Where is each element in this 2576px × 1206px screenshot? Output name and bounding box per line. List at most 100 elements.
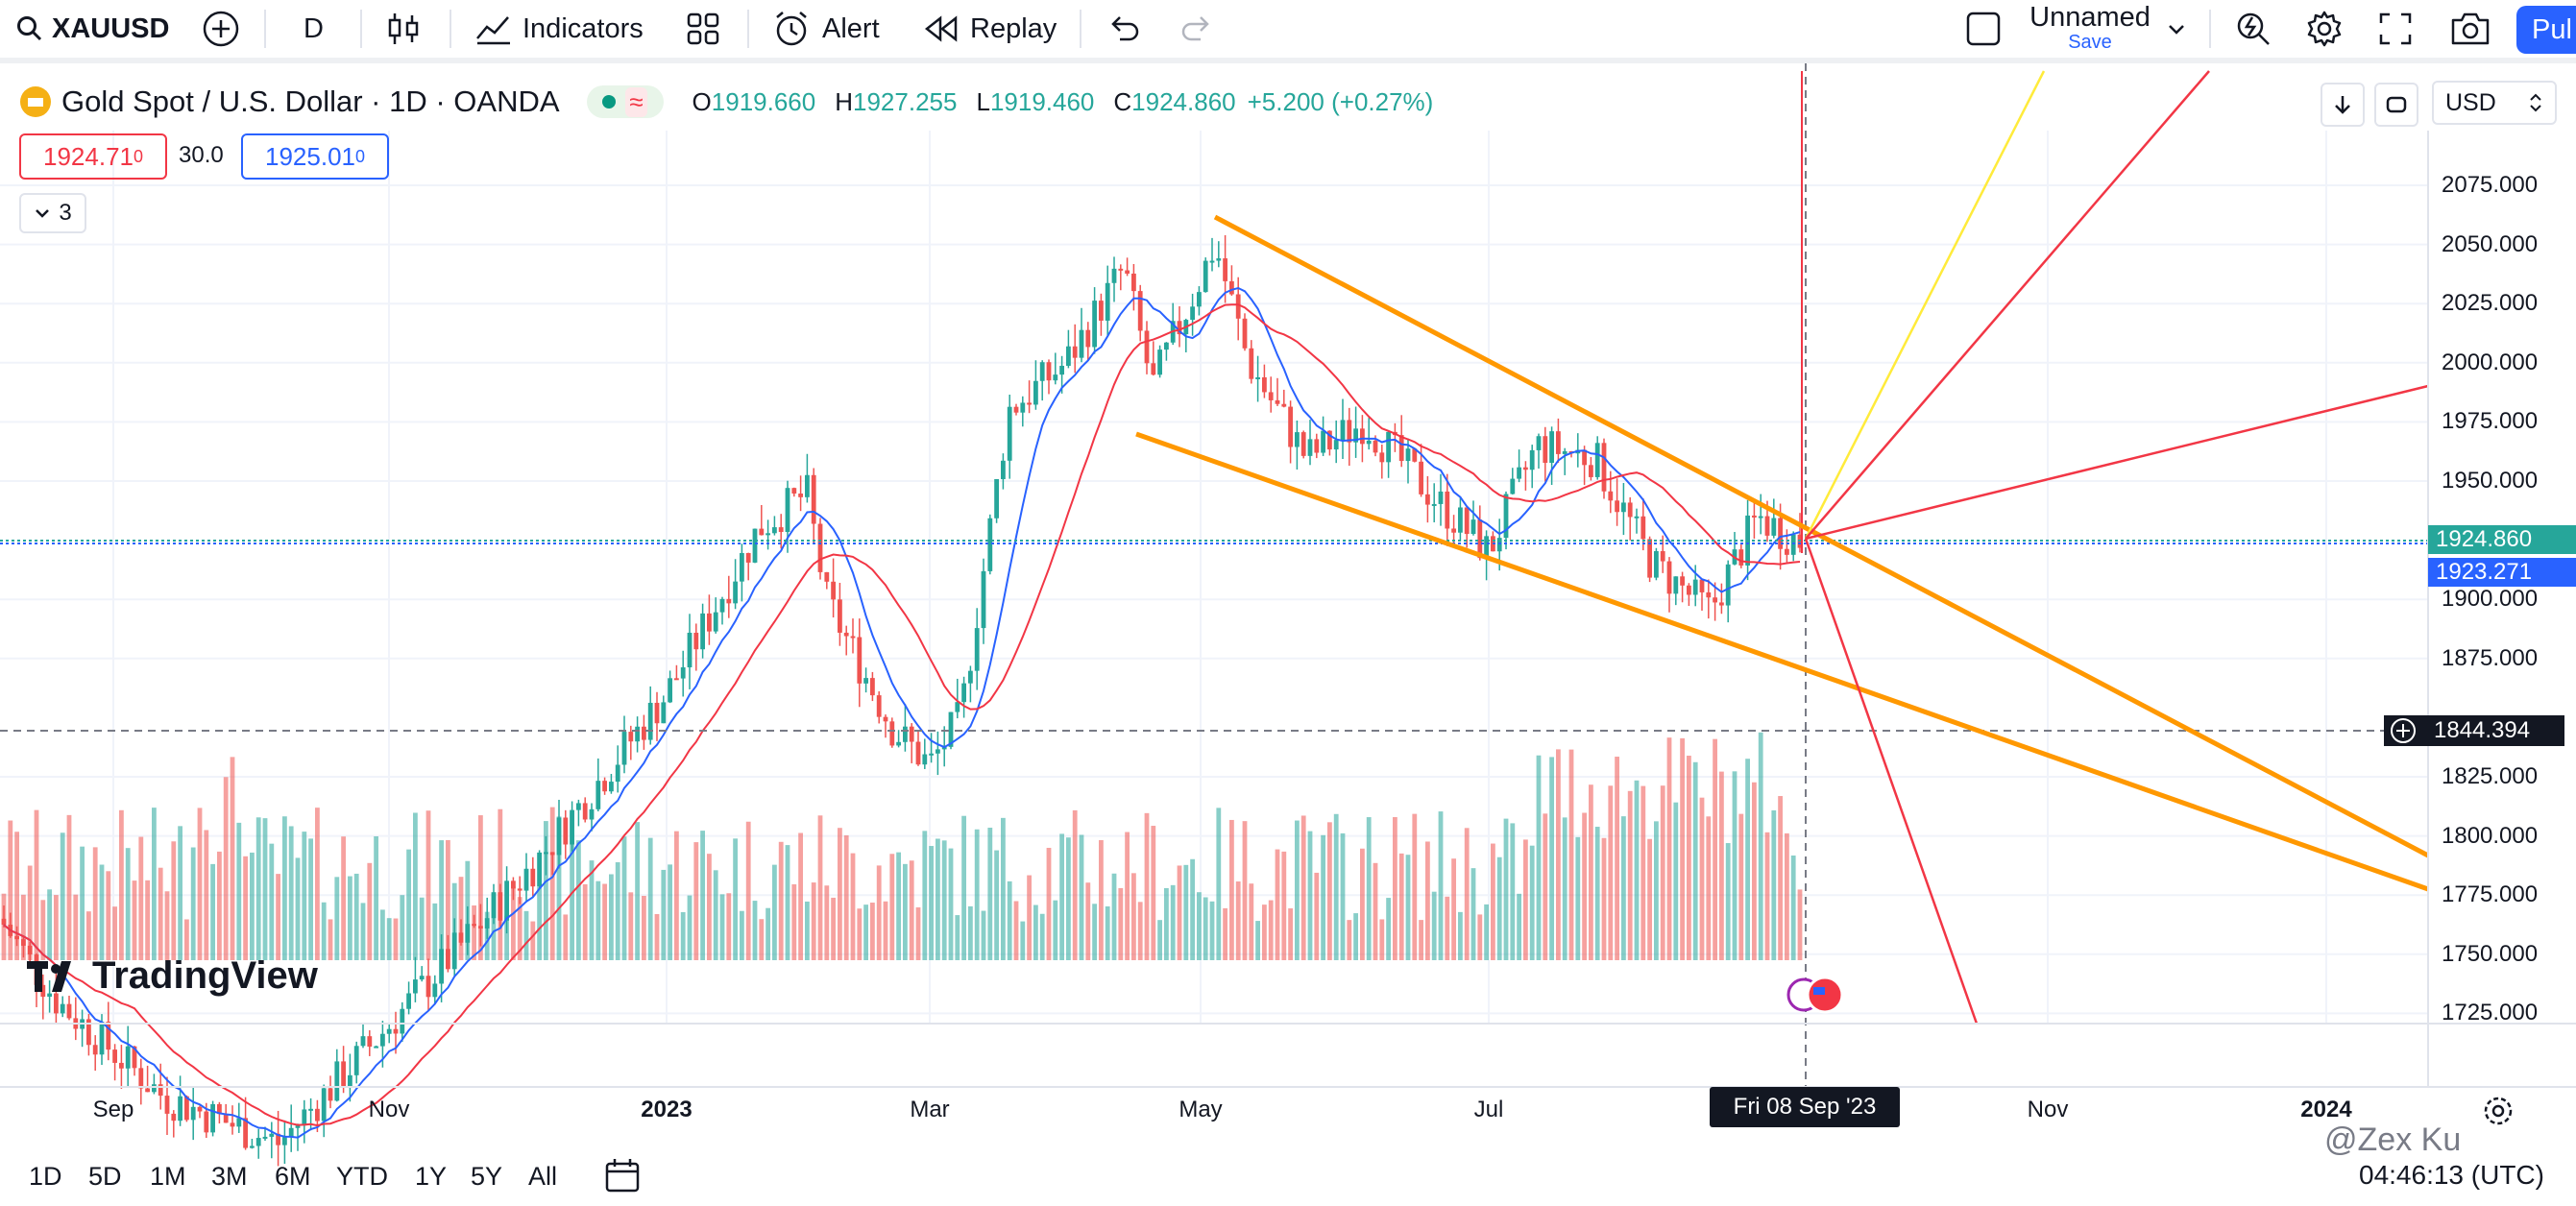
candle-body	[152, 1084, 157, 1093]
volume-bar	[158, 867, 163, 960]
candle-body	[47, 993, 52, 998]
candle-body	[92, 1045, 98, 1055]
ohlc-low: L1919.460	[976, 86, 1095, 116]
volume-bar	[1523, 839, 1528, 960]
volume-bar	[556, 816, 562, 960]
candle-body	[1164, 342, 1169, 350]
candle-body	[1654, 550, 1659, 578]
candle-body	[740, 552, 744, 582]
candle-body	[948, 712, 954, 747]
volume-bar	[1092, 904, 1097, 960]
volume-bar	[726, 893, 732, 960]
range-button-5d[interactable]: 5D	[88, 1162, 122, 1191]
volume-bar	[1059, 833, 1064, 960]
volume-bar	[1425, 841, 1430, 960]
candle-body	[1529, 449, 1535, 470]
candle-body	[1059, 365, 1064, 375]
volume-bar	[204, 830, 209, 960]
layout-checkbox[interactable]	[1965, 0, 2002, 58]
volume-bar	[1066, 837, 1071, 960]
price-tick-label: 1725.000	[2442, 1000, 2539, 1026]
volume-bar	[1647, 838, 1652, 960]
candle-body	[1405, 448, 1411, 462]
interval-button[interactable]: D	[304, 0, 324, 58]
volume-bar	[1431, 891, 1437, 960]
range-button-6m[interactable]: 6M	[275, 1162, 311, 1191]
candle-body	[1496, 538, 1502, 552]
candle-body	[458, 932, 464, 943]
volume-bar	[1007, 880, 1012, 960]
candle-body	[517, 888, 522, 891]
plus-circle-icon	[2391, 718, 2416, 743]
quick-search-button[interactable]	[2234, 0, 2272, 58]
alert-button[interactable]: Alert	[772, 0, 880, 58]
utc-clock[interactable]: 04:46:13 (UTC)	[2359, 1160, 2544, 1190]
plus-circle-icon	[203, 11, 239, 47]
undo-button[interactable]	[1106, 0, 1141, 58]
range-button-1y[interactable]: 1Y	[415, 1162, 448, 1191]
volume-bar	[478, 815, 483, 960]
indicators-label: Indicators	[522, 12, 644, 44]
fullscreen-button[interactable]	[2378, 0, 2413, 58]
axis-settings-button[interactable]	[2482, 1095, 2515, 1132]
replay-button[interactable]: Replay	[924, 0, 1057, 58]
range-button-ytd[interactable]: YTD	[336, 1162, 388, 1191]
volume-bar	[740, 910, 744, 960]
templates-button[interactable]	[686, 0, 720, 58]
indicators-button[interactable]: Indicators	[474, 0, 644, 58]
volume-bar	[1177, 865, 1182, 960]
crosshair-price-tag[interactable]: 1844.394	[2384, 715, 2564, 746]
range-button-all[interactable]: All	[528, 1162, 558, 1191]
volume-bar	[850, 853, 856, 960]
range-button-5y[interactable]: 5Y	[471, 1162, 503, 1191]
scroll-to-latest-button[interactable]	[2321, 83, 2365, 127]
candle-body	[1099, 301, 1104, 321]
buy-button[interactable]: 1925.01 0	[241, 133, 389, 180]
publish-button[interactable]: Pul	[2516, 6, 2576, 54]
layout-menu-button[interactable]	[2165, 0, 2188, 58]
indicators-collapse-button[interactable]: 3	[19, 193, 86, 233]
volume-bar	[60, 832, 65, 960]
candle-body	[1699, 579, 1705, 592]
range-button-3m[interactable]: 3M	[211, 1162, 248, 1191]
candle-body	[255, 1138, 261, 1146]
candle-body	[1738, 549, 1744, 566]
volume-bar	[1556, 749, 1561, 960]
currency-select[interactable]: USD	[2432, 81, 2557, 125]
settings-button[interactable]	[2305, 0, 2344, 58]
go-to-date-button[interactable]	[603, 1156, 642, 1199]
range-button-1d[interactable]: 1D	[29, 1162, 62, 1191]
time-tick-label: Nov	[2027, 1097, 2069, 1122]
redo-button[interactable]	[1179, 0, 1214, 58]
candle-body	[1144, 330, 1150, 364]
range-button-1m[interactable]: 1M	[150, 1162, 186, 1191]
price-tick-label: 1775.000	[2442, 881, 2539, 908]
volume-bar	[1164, 887, 1169, 960]
volume-bar	[1275, 849, 1280, 960]
volume-bar	[961, 815, 966, 960]
candle-body	[1523, 467, 1528, 470]
rewind-icon	[924, 15, 958, 42]
arrow-down-icon	[2335, 96, 2350, 114]
candle-body	[164, 1096, 170, 1114]
volume-bar	[236, 822, 242, 960]
volume-bar	[432, 903, 438, 960]
candle-body	[1039, 362, 1045, 381]
chart-canvas[interactable]	[0, 63, 2576, 1206]
volume-bar	[766, 907, 770, 960]
volume-bar	[1699, 797, 1705, 960]
symbol-search[interactable]: XAUUSD	[15, 0, 169, 58]
chart-type-button[interactable]	[386, 0, 421, 58]
volume-bar	[1223, 907, 1227, 960]
volume-bar	[1353, 913, 1358, 960]
volume-bar	[125, 848, 131, 960]
layout-name-button[interactable]: Unnamed Save	[2029, 2, 2151, 56]
sell-button[interactable]: 1924.71 0	[19, 133, 167, 180]
reset-scale-button[interactable]	[2374, 83, 2418, 127]
compare-symbol-button[interactable]	[202, 0, 240, 58]
market-status-badge[interactable]: ≈	[586, 85, 664, 118]
volume-bar	[582, 883, 588, 960]
candle-body	[1209, 260, 1215, 263]
snapshot-button[interactable]	[2449, 0, 2491, 58]
volume-bar	[745, 821, 751, 960]
